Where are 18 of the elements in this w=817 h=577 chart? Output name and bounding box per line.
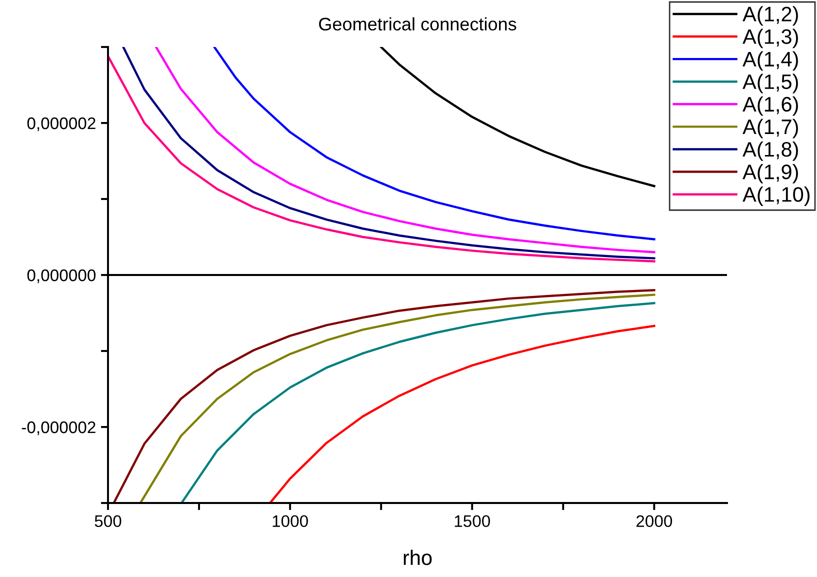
legend-label: A(1,2) bbox=[742, 6, 798, 26]
legend-label: A(1,9) bbox=[742, 164, 798, 184]
y-tick-label: 0,000002 bbox=[27, 117, 96, 132]
legend-label: A(1,8) bbox=[742, 141, 798, 161]
y-tick-label: -0,000002 bbox=[22, 421, 96, 436]
x-tick-label: 1000 bbox=[272, 515, 308, 528]
x-tick-label: 1500 bbox=[454, 515, 490, 528]
chart-title: Geometrical connections bbox=[319, 17, 516, 31]
x-axis-title: rho bbox=[404, 550, 432, 566]
legend-label: A(1,6) bbox=[742, 96, 798, 116]
legend-label: A(1,5) bbox=[742, 74, 798, 94]
legend-label: A(1,4) bbox=[742, 51, 798, 71]
y-tick-label: 0,000000 bbox=[27, 269, 96, 284]
x-tick-label: 2000 bbox=[636, 515, 672, 528]
legend-label: A(1,3) bbox=[742, 28, 798, 48]
legend-label: A(1,10) bbox=[742, 186, 810, 206]
x-tick-label: 500 bbox=[94, 515, 122, 528]
legend-label: A(1,7) bbox=[742, 118, 798, 138]
